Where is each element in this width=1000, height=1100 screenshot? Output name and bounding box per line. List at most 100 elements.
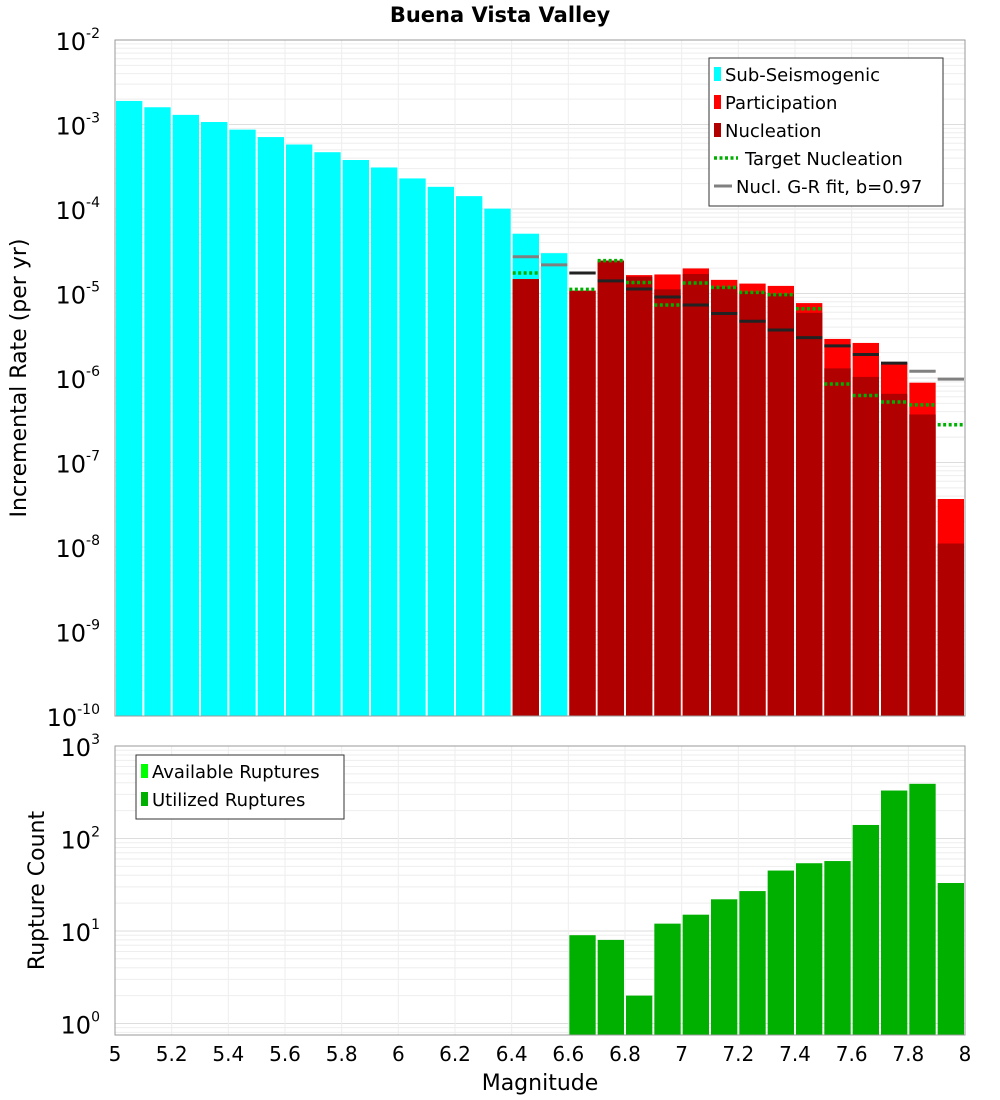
legend-box: [708, 57, 944, 207]
magnitude-x-axis-label: Magnitude: [482, 1071, 599, 1096]
sub-seismogenic-bar: [229, 129, 256, 717]
sub-seismogenic-bar: [399, 178, 426, 717]
nucleation-bar: [852, 376, 879, 716]
utilized-ruptures-bar: [739, 891, 766, 1035]
utilized-ruptures-bar: [824, 861, 851, 1035]
y-tick-label: 103: [61, 732, 100, 762]
sub-seismogenic-bar: [257, 137, 284, 716]
nucleation-bar: [739, 291, 766, 716]
y-tick-label: 10-2: [55, 26, 100, 56]
nucleation-bar: [937, 543, 964, 716]
nucleation-bar: [711, 286, 738, 716]
rate-grid: [114, 40, 966, 717]
rate-panel: 10-2 10-3 10-4 10-5 10-6 10-7 10-8 10-9 10-10 In…: [7, 26, 966, 732]
nucleation-bar: [796, 312, 823, 716]
x-tick-label: 5.6: [269, 1042, 301, 1066]
legend-swatch: [714, 123, 721, 137]
utilized-ruptures-bar: [682, 914, 709, 1035]
sub-seismogenic-bar: [116, 100, 143, 717]
legend-label: Utilized Ruptures: [152, 790, 305, 811]
rate-y-tick-labels: 10-2 10-3 10-4 10-5 10-6 10-7 10-8 10-9 10-10: [47, 26, 101, 732]
nucleation-bar: [824, 368, 851, 716]
legend-label: Nucleation: [725, 121, 821, 142]
rupture-count-y-axis-label: Rupture Count: [25, 811, 50, 971]
nucleation-bar: [569, 290, 596, 716]
x-tick-label: 7.4: [779, 1042, 811, 1066]
x-tick-label: 8: [959, 1042, 972, 1066]
sub-seismogenic-bar: [144, 107, 171, 717]
nucleation-bar: [654, 289, 681, 716]
sub-seismogenic-bar: [342, 160, 369, 716]
y-tick-label: 10-4: [55, 195, 100, 225]
x-tick-label: 6: [392, 1042, 405, 1066]
y-tick-label: 10-9: [55, 618, 100, 648]
x-tick-label: 5.4: [212, 1042, 244, 1066]
y-tick-label: 10-7: [55, 449, 100, 479]
y-tick-label: 10-3: [55, 111, 100, 141]
utilized-ruptures-bar: [881, 790, 908, 1035]
x-tick-label: 7.8: [892, 1042, 924, 1066]
legend-label: Nucl. G-R fit, b=0.97: [736, 177, 922, 198]
sub-seismogenic-bar: [456, 196, 483, 716]
utilized-ruptures-bar: [654, 923, 681, 1035]
legend-swatch: [714, 67, 721, 81]
chart-title: Buena Vista Valley: [390, 3, 611, 27]
x-tick-label: 7: [675, 1042, 688, 1066]
y-tick-label: 10-10: [47, 702, 100, 732]
rate-bars: [116, 100, 964, 717]
utilized-ruptures-bar: [767, 870, 794, 1035]
x-tick-label: 5.2: [156, 1042, 188, 1066]
x-tick-label: 6.8: [609, 1042, 641, 1066]
rate-line-markers: [512, 255, 964, 427]
utilized-ruptures-bar: [569, 935, 596, 1035]
sub-seismogenic-bar: [286, 144, 313, 716]
y-tick-label: 10-5: [55, 280, 100, 310]
sub-seismogenic-bar: [541, 253, 568, 716]
nucleation-bar: [909, 414, 936, 716]
rupture-count-bars: [569, 783, 964, 1035]
legend-label: Target Nucleation: [744, 149, 903, 170]
x-tick-label: 6.4: [496, 1042, 528, 1066]
sub-seismogenic-bar: [371, 167, 398, 717]
y-tick-label: 102: [61, 824, 100, 854]
rate-y-axis-label: Incremental Rate (per yr): [7, 239, 32, 518]
rupture-count-panel: 103 102 101 100 5 5.2 5.4 5.6 5.8 6 6.2 6.4 6.6 6.8 7…: [25, 732, 971, 1096]
x-tick-label: 5: [109, 1042, 122, 1066]
y-tick-label: 10-8: [55, 533, 100, 563]
utilized-ruptures-bar: [909, 783, 936, 1035]
nucleation-bar: [597, 260, 624, 716]
utilized-ruptures-bar: [597, 939, 624, 1035]
rate-legend: Sub-Seismogenic Participation Nucleation Ta…: [708, 57, 944, 207]
legend-swatch: [141, 764, 148, 778]
x-tick-label: 6.2: [439, 1042, 471, 1066]
y-tick-label: 10-6: [55, 364, 100, 394]
nucleation-bar: [767, 293, 794, 716]
legend-label: Participation: [725, 93, 837, 114]
legend-swatch: [141, 792, 148, 806]
magnitude-x-tick-labels: 5 5.2 5.4 5.6 5.8 6 6.2 6.4 6.6 6.8 7 7.2 7.4 7.6 7.8 8: [109, 1042, 972, 1066]
sub-seismogenic-bar: [201, 122, 228, 716]
sub-seismogenic-bar: [314, 152, 341, 716]
legend-swatch: [714, 95, 721, 109]
x-tick-label: 7.6: [836, 1042, 868, 1066]
utilized-ruptures-bar: [796, 863, 823, 1035]
utilized-ruptures-bar: [937, 883, 964, 1035]
legend-label: Available Ruptures: [152, 762, 320, 783]
nucleation-bar: [881, 393, 908, 716]
utilized-ruptures-bar: [626, 995, 653, 1035]
sub-seismogenic-bar: [427, 186, 454, 716]
y-tick-label: 101: [61, 917, 100, 947]
legend-label: Sub-Seismogenic: [725, 65, 880, 86]
x-tick-label: 7.2: [722, 1042, 754, 1066]
rupture-count-y-tick-labels: 103 102 101 100: [61, 732, 100, 1039]
sub-seismogenic-bar: [484, 208, 511, 717]
legend-box: [135, 754, 345, 820]
nucleation-bar: [682, 274, 709, 716]
nucleation-bar: [626, 276, 653, 716]
rupture-count-legend: Available Ruptures Utilized Ruptures: [135, 754, 345, 820]
y-tick-label: 100: [61, 1009, 100, 1039]
utilized-ruptures-bar: [711, 899, 738, 1035]
x-tick-label: 6.6: [552, 1042, 584, 1066]
sub-seismogenic-bar: [172, 114, 199, 717]
x-tick-label: 5.8: [326, 1042, 358, 1066]
